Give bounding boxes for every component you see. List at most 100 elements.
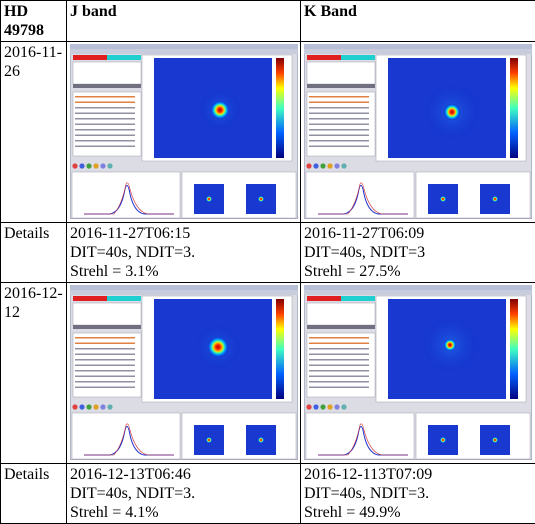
detail-line: Strehl = 3.1% bbox=[70, 262, 297, 281]
tool-icon bbox=[86, 404, 91, 409]
text-line bbox=[309, 113, 369, 115]
text-line bbox=[309, 124, 369, 126]
detail-line: 2016-12-13T06:46 bbox=[70, 465, 297, 484]
button bbox=[341, 55, 375, 60]
tool-icon bbox=[107, 163, 112, 168]
colorbar bbox=[510, 58, 518, 158]
screenshot bbox=[304, 285, 532, 460]
menu-bar bbox=[70, 49, 298, 54]
details-label: Details bbox=[1, 223, 67, 283]
title-bar bbox=[70, 44, 298, 49]
text-line bbox=[309, 376, 369, 378]
tool-icon bbox=[341, 404, 346, 409]
date-cell: 2016-12-12 bbox=[1, 283, 67, 464]
tool-icon bbox=[334, 404, 339, 409]
text-line bbox=[309, 102, 369, 104]
image-row: 2016-12-12 bbox=[1, 283, 535, 464]
detail-line: Strehl = 49.9% bbox=[304, 503, 532, 522]
text-line bbox=[309, 140, 369, 142]
text-line bbox=[309, 348, 369, 350]
text-line bbox=[309, 359, 369, 361]
button bbox=[107, 296, 141, 301]
label-bar bbox=[73, 325, 141, 329]
detail-line: 2016-12-113T07:09 bbox=[304, 465, 532, 484]
menu-bar bbox=[304, 290, 532, 295]
tool-icon bbox=[79, 404, 84, 409]
tool-icon bbox=[306, 163, 311, 168]
button bbox=[107, 55, 141, 60]
profile-panel bbox=[72, 413, 180, 459]
tool-icon bbox=[72, 404, 77, 409]
tool-icon bbox=[100, 404, 105, 409]
tool-icon bbox=[306, 404, 311, 409]
menu-bar bbox=[70, 290, 298, 295]
psf-spot bbox=[492, 437, 498, 443]
tool-icon bbox=[72, 163, 77, 168]
button bbox=[341, 296, 375, 301]
info-box bbox=[307, 62, 375, 84]
detail-line: DIT=40s, NDIT=3. bbox=[304, 484, 532, 503]
info-box bbox=[73, 62, 141, 84]
tool-icon bbox=[79, 163, 84, 168]
profile-panel bbox=[306, 413, 414, 459]
tool-icon bbox=[341, 163, 346, 168]
text-line bbox=[309, 129, 369, 131]
text-line bbox=[75, 96, 135, 98]
text-line bbox=[75, 348, 135, 350]
tool-icon bbox=[327, 163, 332, 168]
results-table: HD 49798 J band K Band 2016-11-26 Detail… bbox=[0, 0, 535, 524]
menu-bar bbox=[304, 49, 532, 54]
text-line bbox=[75, 124, 135, 126]
text-line bbox=[309, 381, 369, 383]
spot bbox=[208, 337, 228, 357]
text-line bbox=[75, 140, 135, 142]
psf-spot bbox=[440, 437, 446, 443]
psf-spot bbox=[492, 196, 498, 202]
screenshot bbox=[70, 44, 298, 219]
text-line bbox=[309, 146, 369, 148]
text-line bbox=[75, 343, 135, 345]
text-line bbox=[309, 96, 369, 98]
text-line bbox=[309, 118, 369, 120]
text-line bbox=[75, 146, 135, 148]
detail-line: 2016-11-27T06:09 bbox=[304, 224, 532, 243]
spot bbox=[444, 104, 460, 120]
screenshot bbox=[304, 44, 532, 219]
image-cell bbox=[301, 42, 535, 223]
text-line bbox=[309, 343, 369, 345]
text-line bbox=[75, 102, 135, 104]
button bbox=[73, 55, 107, 60]
detail-line: DIT=40s, NDIT=3. bbox=[70, 484, 297, 503]
text-line bbox=[75, 359, 135, 361]
text-line bbox=[75, 365, 135, 367]
text-line bbox=[75, 135, 135, 137]
profile-panel bbox=[306, 172, 414, 218]
info-box bbox=[307, 303, 375, 325]
label-bar bbox=[307, 84, 375, 88]
button bbox=[307, 55, 341, 60]
tool-icon bbox=[100, 163, 105, 168]
colorbar bbox=[276, 58, 284, 158]
image-cell bbox=[301, 283, 535, 464]
button bbox=[307, 296, 341, 301]
header-cell: HD 49798 bbox=[1, 1, 67, 42]
text-line bbox=[309, 365, 369, 367]
detail-line: DIT=40s, NDIT=3 bbox=[304, 243, 532, 262]
colorbar bbox=[510, 299, 518, 399]
page: {"table": { "header": ["HD 49798", "J ba… bbox=[0, 0, 535, 520]
tool-icon bbox=[334, 163, 339, 168]
date-cell: 2016-11-26 bbox=[1, 42, 67, 223]
detail-line: 2016-11-27T06:15 bbox=[70, 224, 297, 243]
spot bbox=[211, 101, 229, 119]
psf-spot bbox=[258, 437, 264, 443]
psf-spot bbox=[258, 196, 264, 202]
text-line bbox=[75, 381, 135, 383]
text-line bbox=[75, 337, 135, 339]
tool-icon bbox=[320, 163, 325, 168]
tool-icon bbox=[313, 404, 318, 409]
colorbar bbox=[276, 299, 284, 399]
